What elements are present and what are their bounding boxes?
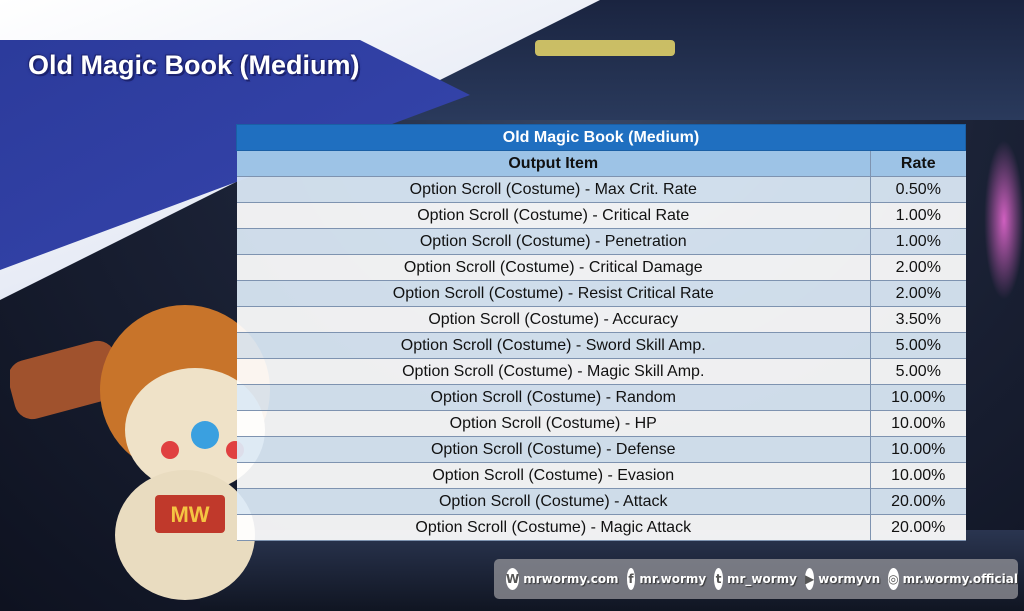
background-glow (984, 140, 1024, 300)
output-item-cell: Option Scroll (Costume) - Magic Skill Am… (236, 358, 871, 385)
table-row: Option Scroll (Costume) - Magic Attack 20… (236, 514, 966, 541)
rate-cell: 10.00% (870, 410, 966, 437)
social-link[interactable]: mrwormy.com (523, 572, 619, 586)
table-row: Option Scroll (Costume) - HP 10.00% (236, 410, 966, 437)
instagram-icon[interactable]: ◎ (888, 568, 899, 590)
column-header-rate: Rate (870, 150, 966, 177)
output-item-cell: Option Scroll (Costume) - Magic Attack (236, 514, 871, 541)
rate-cell: 5.00% (870, 358, 966, 385)
table-row: Option Scroll (Costume) - Accuracy 3.50% (236, 306, 966, 333)
youtube-icon[interactable]: ▶ (804, 568, 815, 590)
background-light (535, 40, 675, 56)
rate-cell: 2.00% (870, 254, 966, 281)
table-row: Option Scroll (Costume) - Sword Skill Am… (236, 332, 966, 359)
table-row: Option Scroll (Costume) - Defense 10.00% (236, 436, 966, 463)
rate-cell: 10.00% (870, 436, 966, 463)
table-row: Option Scroll (Costume) - Evasion 10.00% (236, 462, 966, 489)
table-row: Option Scroll (Costume) - Penetration 1.0… (236, 228, 966, 255)
social-link[interactable]: mr.wormy.official (902, 572, 1018, 586)
rate-cell: 20.00% (870, 514, 966, 541)
social-link[interactable]: wormyvn (818, 572, 881, 586)
table-row: Option Scroll (Costume) - Random 10.00% (236, 384, 966, 411)
output-item-cell: Option Scroll (Costume) - Evasion (236, 462, 871, 489)
table-row: Option Scroll (Costume) - Magic Skill Am… (236, 358, 966, 385)
output-item-cell: Option Scroll (Costume) - Defense (236, 436, 871, 463)
table-row: Option Scroll (Costume) - Attack 20.00% (236, 488, 966, 515)
output-item-cell: Option Scroll (Costume) - Resist Critica… (236, 280, 871, 307)
rate-cell: 10.00% (870, 384, 966, 411)
social-link[interactable]: mr_wormy (726, 572, 797, 586)
mascot-badge: MW (170, 502, 209, 527)
table-title: Old Magic Book (Medium) (236, 124, 966, 151)
twitter-icon[interactable]: t (714, 568, 723, 590)
rate-cell: 20.00% (870, 488, 966, 515)
output-item-cell: Option Scroll (Costume) - Random (236, 384, 871, 411)
output-item-cell: Option Scroll (Costume) - Attack (236, 488, 871, 515)
facebook-icon[interactable]: f (626, 568, 636, 590)
table-row: Option Scroll (Costume) - Max Crit. Rate… (236, 176, 966, 203)
page-title: Old Magic Book (Medium) (28, 50, 360, 80)
rate-cell: 1.00% (870, 228, 966, 255)
rate-cell: 2.00% (870, 280, 966, 307)
output-item-cell: Option Scroll (Costume) - Accuracy (236, 306, 871, 333)
output-item-cell: Option Scroll (Costume) - Sword Skill Am… (236, 332, 871, 359)
output-item-cell: Option Scroll (Costume) - Penetration (236, 228, 871, 255)
table-row: Option Scroll (Costume) - Resist Critica… (236, 280, 966, 307)
table-row: Option Scroll (Costume) - Critical Damag… (236, 254, 966, 281)
rate-cell: 10.00% (870, 462, 966, 489)
social-link[interactable]: mr.wormy (639, 572, 707, 586)
rate-cell: 5.00% (870, 332, 966, 359)
wordpress-icon[interactable]: W (506, 568, 520, 590)
rate-cell: 1.00% (870, 202, 966, 229)
rate-cell: 0.50% (870, 176, 966, 203)
output-rate-table: Old Magic Book (Medium) Output Item Rate… (236, 124, 966, 541)
rate-cell: 3.50% (870, 306, 966, 333)
output-item-cell: Option Scroll (Costume) - Critical Rate (236, 202, 871, 229)
column-header-output-item: Output Item (236, 150, 871, 177)
output-item-cell: Option Scroll (Costume) - HP (236, 410, 871, 437)
output-item-cell: Option Scroll (Costume) - Critical Damag… (236, 254, 871, 281)
output-item-cell: Option Scroll (Costume) - Max Crit. Rate (236, 176, 871, 203)
table-row: Option Scroll (Costume) - Critical Rate 1… (236, 202, 966, 229)
